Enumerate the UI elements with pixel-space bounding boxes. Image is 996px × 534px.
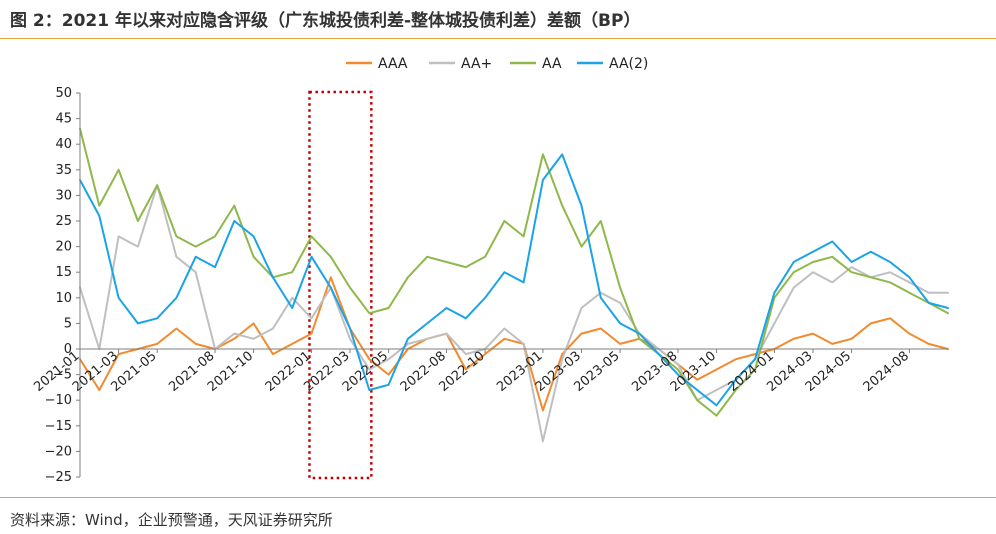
- y-tick-label: −25: [45, 470, 72, 485]
- y-tick-label: 5: [64, 316, 72, 331]
- y-tick-label: 40: [55, 137, 72, 152]
- y-tick-label: 50: [55, 86, 72, 101]
- title-rule: [0, 38, 996, 39]
- source-note: 资料来源：Wind，企业预警通，天风证券研究所: [10, 511, 333, 529]
- series-line-aaa: [79, 276, 949, 412]
- series-line-aa2: [79, 153, 949, 407]
- y-tick-label: −15: [45, 419, 72, 434]
- y-tick-label: 15: [55, 265, 72, 280]
- legend-label: AA(2): [609, 56, 648, 72]
- series-line-aa: [79, 184, 949, 443]
- y-tick-label: −5: [53, 368, 72, 383]
- y-tick-label: 25: [55, 214, 72, 229]
- source-rule: [0, 497, 996, 498]
- y-tick-label: 10: [55, 291, 72, 306]
- x-tick-label: 2024-08: [861, 349, 912, 395]
- legend-label: AA: [542, 56, 562, 72]
- y-tick-label: −10: [45, 393, 72, 408]
- highlight-box: [308, 90, 373, 480]
- legend-label: AA+: [461, 56, 492, 72]
- series-lines: [79, 127, 949, 443]
- line-chart: AAA AA+ AA AA(2) −25 −20 −15 −10 −5 0 5 10 15 20 25 30…: [31, 56, 949, 485]
- highlight-region: [308, 90, 373, 480]
- y-tick-label: 0: [64, 342, 72, 357]
- y-tick-label: 30: [55, 188, 72, 203]
- figure-title: 图 2：2021 年以来对应隐含评级（广东城投债利差-整体城投债利差）差额（BP…: [10, 11, 641, 31]
- y-axis: −25 −20 −15 −10 −5 0 5 10 15 20 25 30 35 40 45 50: [45, 86, 81, 485]
- y-tick-label: 45: [55, 112, 72, 127]
- y-tick-label: 20: [55, 240, 72, 255]
- chart-legend: AAA AA+ AA AA(2): [346, 56, 648, 72]
- y-tick-label: −20: [45, 444, 72, 459]
- series-line-aa: [79, 127, 949, 417]
- y-tick-label: 35: [55, 163, 72, 178]
- legend-label: AAA: [378, 56, 408, 72]
